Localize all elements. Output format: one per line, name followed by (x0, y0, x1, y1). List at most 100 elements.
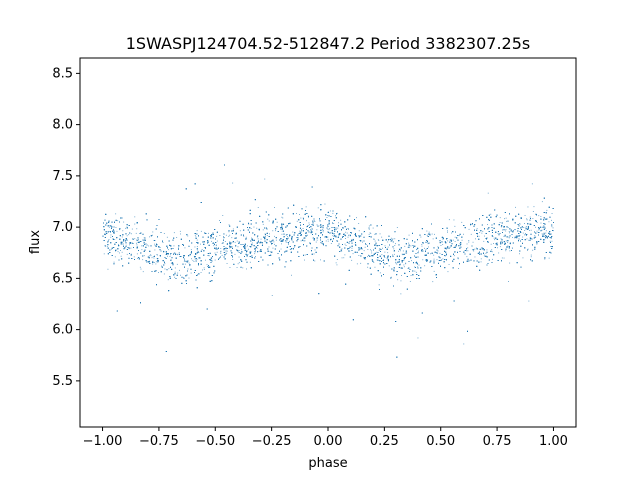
data-point (133, 256, 135, 258)
data-point (137, 240, 139, 241)
data-point (157, 261, 159, 263)
data-point (519, 234, 521, 236)
data-point (242, 267, 244, 269)
data-point (196, 258, 198, 260)
data-point (421, 244, 423, 245)
data-point (442, 258, 444, 260)
data-point (529, 230, 530, 231)
data-point (388, 265, 390, 267)
data-point (304, 259, 305, 261)
data-point (315, 241, 317, 243)
data-point (498, 252, 500, 254)
data-point (152, 231, 154, 233)
data-point (543, 225, 545, 227)
data-point (336, 212, 338, 214)
data-point (154, 245, 156, 246)
data-point (526, 219, 528, 221)
data-point (280, 229, 282, 230)
data-point (381, 254, 383, 256)
data-point (447, 227, 448, 229)
data-point (107, 268, 109, 270)
data-point (551, 247, 553, 249)
data-point (269, 251, 271, 252)
data-point (120, 241, 122, 243)
data-point (528, 239, 530, 241)
data-point (373, 239, 375, 240)
data-point (508, 231, 510, 232)
data-point (126, 253, 128, 255)
data-point (159, 256, 161, 257)
data-point (256, 247, 258, 249)
data-point (196, 239, 198, 241)
data-point (368, 225, 370, 227)
data-point (372, 255, 374, 257)
data-point (445, 253, 447, 255)
data-point (531, 238, 533, 240)
data-point (482, 230, 484, 232)
data-point (470, 233, 472, 235)
data-point (512, 237, 513, 238)
data-point (228, 235, 230, 237)
data-point (502, 229, 503, 231)
data-point (321, 240, 323, 242)
data-point (433, 261, 435, 263)
data-point (339, 234, 341, 235)
data-point (536, 230, 538, 232)
data-point (114, 239, 116, 240)
data-point (174, 253, 176, 255)
data-point (108, 225, 110, 227)
data-point (432, 281, 434, 283)
data-point (449, 239, 451, 241)
data-point (174, 267, 176, 269)
data-point (460, 246, 462, 248)
data-point (387, 252, 389, 254)
data-point (433, 254, 435, 256)
data-point (327, 215, 328, 216)
data-point (507, 227, 509, 228)
data-point (156, 254, 158, 255)
data-point (364, 246, 366, 248)
data-point (392, 238, 394, 240)
data-point (536, 243, 538, 245)
data-point (262, 223, 264, 225)
data-point (437, 252, 438, 254)
data-point (108, 239, 110, 240)
data-point (257, 207, 259, 208)
data-point (125, 227, 127, 229)
data-point (265, 241, 267, 243)
data-point (214, 252, 216, 254)
data-point (137, 241, 139, 243)
data-point (343, 257, 345, 259)
data-point (269, 240, 271, 242)
data-point (352, 238, 354, 240)
data-point (484, 256, 486, 257)
data-point (110, 236, 112, 238)
data-point (494, 239, 496, 241)
data-point (468, 228, 470, 230)
data-point (447, 238, 448, 239)
data-point (551, 240, 553, 242)
data-point (154, 249, 156, 251)
data-point (152, 260, 154, 262)
data-point (303, 240, 305, 242)
chart-title: 1SWASPJ124704.52-512847.2 Period 3382307… (126, 34, 531, 53)
data-point (327, 240, 329, 242)
data-point (403, 264, 405, 266)
data-point (287, 236, 288, 238)
data-point (467, 250, 469, 252)
data-point (395, 262, 397, 264)
data-point (270, 252, 272, 253)
data-point (105, 234, 107, 236)
data-point (316, 229, 318, 231)
data-point (417, 337, 419, 339)
data-point (290, 248, 292, 250)
data-point (255, 256, 256, 257)
data-point (463, 343, 465, 345)
data-point (299, 214, 300, 215)
data-point (440, 245, 442, 246)
data-point (194, 234, 196, 236)
data-point (274, 235, 275, 237)
data-point (526, 226, 528, 227)
data-point (250, 243, 252, 245)
data-point (300, 240, 302, 242)
